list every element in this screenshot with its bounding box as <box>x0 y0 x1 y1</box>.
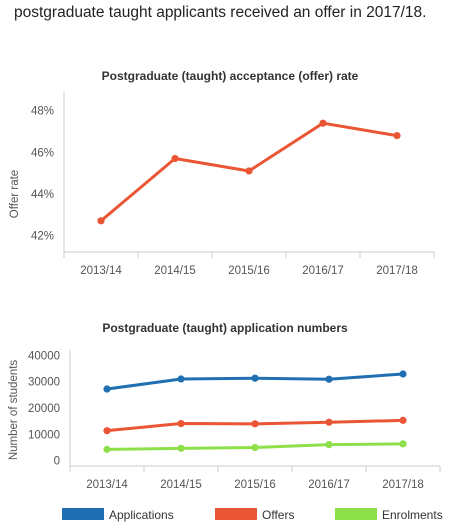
y-axis-label: Number of students <box>8 360 20 461</box>
x-tick-label: 2014/15 <box>160 479 202 491</box>
data-point <box>325 375 333 383</box>
legend-label: Applications <box>109 508 174 522</box>
legend-label: Enrolments <box>382 508 443 522</box>
data-point <box>325 441 333 449</box>
data-point <box>319 119 327 127</box>
intro-text: postgraduate taught applicants received … <box>14 4 427 21</box>
data-point <box>171 154 179 163</box>
data-point <box>399 416 407 424</box>
x-tick-label: 2016/17 <box>308 479 350 491</box>
data-point <box>245 167 253 175</box>
data-point <box>325 418 333 426</box>
x-tick-label: 2017/18 <box>382 479 424 491</box>
x-tick-label: 2015/16 <box>234 479 276 491</box>
y-tick-label: 40000 <box>28 350 60 362</box>
data-point <box>103 385 111 393</box>
data-point <box>103 445 111 453</box>
y-tick-label: 44% <box>31 189 54 201</box>
y-tick-label: 30000 <box>28 377 60 389</box>
x-tick-label: 2014/15 <box>154 265 196 277</box>
y-tick-label: 0 <box>54 456 60 468</box>
legend-label: Offers <box>262 508 294 522</box>
x-tick-label: 2015/16 <box>228 265 270 277</box>
data-point <box>251 374 259 382</box>
y-tick-label: 10000 <box>28 429 60 441</box>
y-tick-label: 42% <box>31 230 54 242</box>
data-point <box>97 217 105 225</box>
chart-title: Postgraduate (taught) application number… <box>102 321 348 335</box>
y-tick-label: 48% <box>31 106 54 118</box>
data-point <box>177 419 185 428</box>
data-point <box>177 375 185 383</box>
y-tick-label: 20000 <box>28 403 60 415</box>
data-point <box>251 443 259 452</box>
data-point <box>399 440 407 448</box>
x-tick-label: 2016/17 <box>302 265 344 277</box>
data-point <box>251 420 259 428</box>
legend-swatch <box>335 508 377 520</box>
data-point <box>393 132 401 140</box>
legend-swatch <box>215 508 257 520</box>
y-tick-label: 46% <box>31 147 54 159</box>
x-tick-label: 2017/18 <box>376 265 418 277</box>
chart-title: Postgraduate (taught) acceptance (offer)… <box>102 69 359 83</box>
y-axis-label: Offer rate <box>9 170 21 218</box>
data-point <box>399 370 407 378</box>
data-point <box>177 444 185 452</box>
offer-rate-chart: Postgraduate (taught) acceptance (offer)… <box>9 69 435 277</box>
application-numbers-chart: Postgraduate (taught) application number… <box>8 321 443 522</box>
x-tick-label: 2013/14 <box>80 265 122 277</box>
data-point <box>103 427 111 435</box>
x-tick-label: 2013/14 <box>86 479 128 491</box>
legend-swatch <box>62 508 104 520</box>
